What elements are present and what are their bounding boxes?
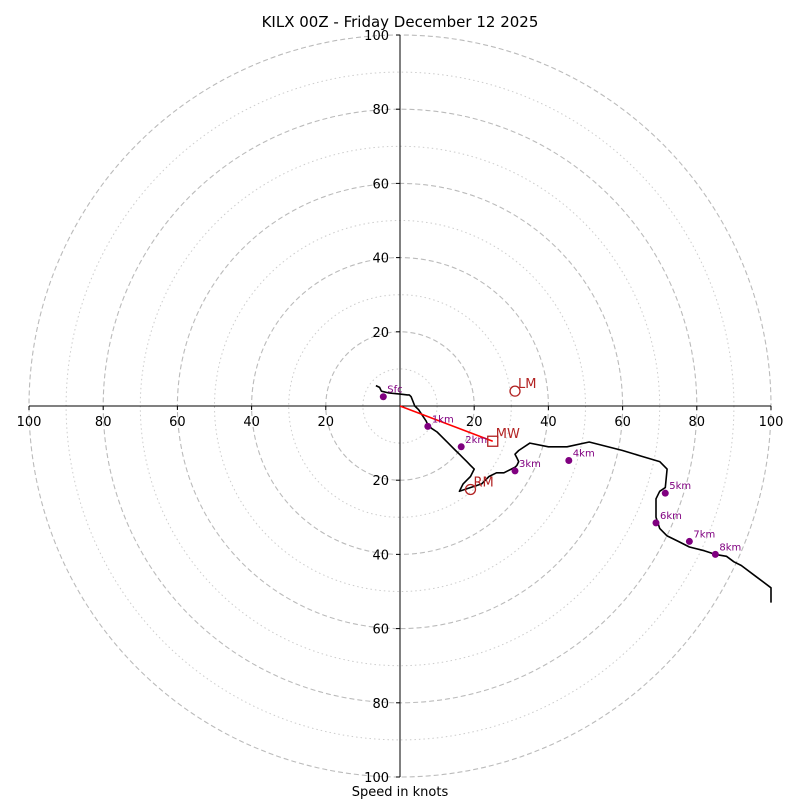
y-tick-label: 100 [364,29,389,44]
chart-title: KILX 00Z - Friday December 12 2025 [262,13,539,31]
x-tick-label: 20 [466,415,483,430]
y-tick-label: 20 [372,326,389,341]
y-tick-label: 60 [372,177,389,192]
y-tick-label: 40 [372,252,389,267]
height-markers: Sfc 1km 2km 3km 4km 5km 6km 7km 8km [379,385,741,558]
x-tick-label: 40 [243,415,260,430]
height-marker-dot [652,519,660,527]
height-marker-label: Sfc [387,385,402,396]
shear-vector-line [399,405,494,442]
height-marker-label: 1km [432,414,454,425]
y-tick-label: 80 [372,697,389,712]
x-tick-label: 100 [759,415,784,430]
height-marker-label: 8km [719,542,741,553]
storm-motion-circle [509,385,521,397]
y-tick-label: 20 [372,474,389,489]
height-marker-dot [685,537,693,545]
x-tick-label: 80 [95,415,112,430]
x-tick-label: 20 [318,415,335,430]
height-marker-label: 3km [519,459,541,470]
height-marker-label: 6km [660,511,682,522]
y-tick-labels: 100 80 60 40 20 20 40 60 80 100 [364,29,400,786]
x-tick-label: 60 [614,415,631,430]
y-tick-label: 60 [372,623,389,638]
height-marker-dot [457,443,465,451]
height-marker-label: 2km [465,435,487,446]
x-tick-label: 60 [169,415,186,430]
storm-motion-label: LM [518,377,536,392]
hodograph-line [375,384,772,603]
height-marker-dot [379,393,387,401]
x-tick-label: 40 [540,415,557,430]
y-tick-label: 40 [372,548,389,563]
x-tick-label: 100 [17,415,42,430]
height-marker-label: 5km [669,481,691,492]
y-tick-label: 80 [372,103,389,118]
height-marker-label: 7km [693,529,715,540]
storm-motion-square [487,435,499,447]
height-marker-label: 4km [573,449,595,460]
storm-motion-markers: LM MW RM [464,377,536,496]
height-marker-dot [711,550,719,558]
height-marker-dot [661,489,669,497]
y-tick-label: 100 [364,771,389,786]
x-tick-labels: 100 80 60 40 20 20 40 60 80 100 [17,406,784,430]
x-axis-label: Speed in knots [352,785,449,800]
x-tick-label: 80 [689,415,706,430]
storm-motion-label: MW [496,427,520,442]
height-marker-dot [565,457,573,465]
storm-motion-label: RM [473,475,493,490]
height-marker-dot [511,467,519,475]
storm-motion-circle [464,483,477,496]
height-marker-dot [424,422,432,430]
